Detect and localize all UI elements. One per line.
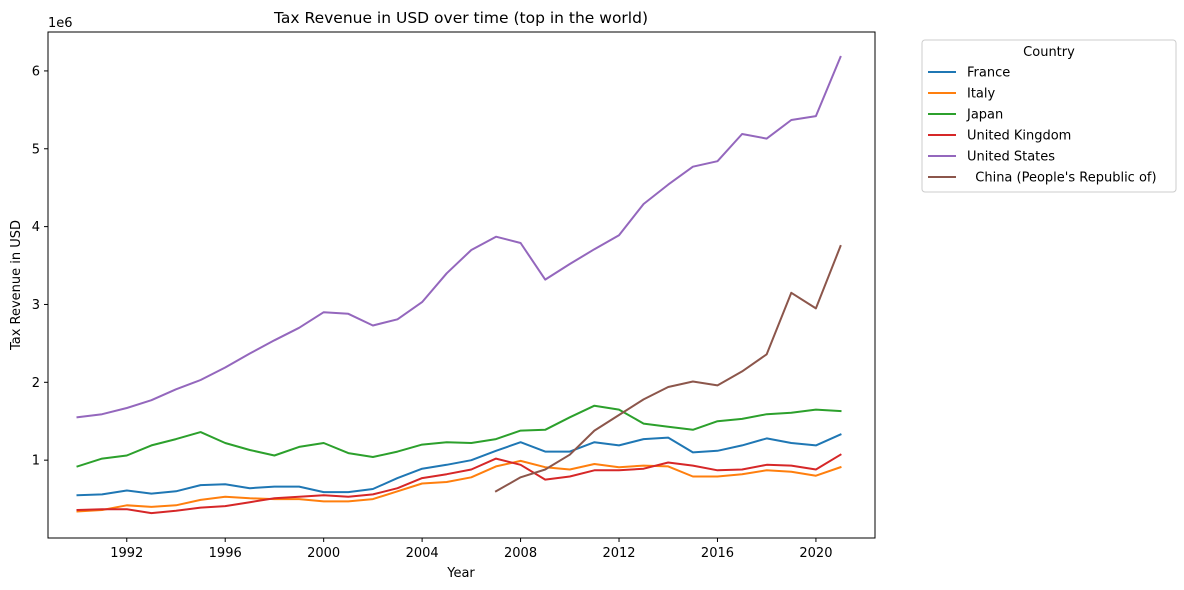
x-axis: 1992 1996 2000 2004 2008 2012 2016 2020 — [110, 538, 832, 561]
legend-label: France — [967, 66, 1010, 81]
chart-title: Tax Revenue in USD over time (top in the… — [273, 9, 648, 27]
series-line-france — [76, 433, 842, 497]
y-axis-label: Tax Revenue in USD — [9, 220, 24, 351]
series-line-italy — [76, 459, 842, 513]
series-lines — [76, 55, 842, 515]
y-axis-offset-label: 1e6 — [48, 16, 73, 31]
x-tick-label: 1996 — [209, 546, 242, 561]
series-line-china-people-s-republic-of — [494, 244, 842, 493]
legend-label: Japan — [966, 108, 1003, 123]
legend-title: Country — [1023, 45, 1075, 60]
legend-label: United States — [967, 150, 1055, 165]
x-tick-label: 2008 — [504, 546, 537, 561]
x-tick-label: 1992 — [110, 546, 143, 561]
legend-label: China (People's Republic of) — [967, 171, 1157, 186]
x-tick-label: 2004 — [406, 546, 439, 561]
plot-area — [47, 31, 876, 539]
y-axis: 1 2 3 4 5 6 — [32, 64, 48, 469]
y-tick-label: 4 — [32, 220, 40, 235]
y-tick-label: 1 — [32, 454, 40, 469]
x-tick-label: 2000 — [307, 546, 340, 561]
y-tick-label: 3 — [32, 298, 40, 313]
legend-label: United Kingdom — [967, 129, 1071, 144]
y-tick-label: 5 — [32, 142, 40, 157]
y-tick-label: 6 — [32, 64, 40, 79]
x-axis-label: Year — [446, 566, 475, 581]
x-tick-label: 2020 — [799, 546, 832, 561]
series-line-japan — [76, 404, 842, 468]
x-tick-label: 2016 — [701, 546, 734, 561]
legend-entries: France Italy Japan United Kingdom United Sta… — [928, 66, 1157, 186]
legend-label: Italy — [967, 87, 996, 102]
y-tick-label: 2 — [32, 376, 40, 391]
x-tick-label: 2012 — [602, 546, 635, 561]
series-line-united-kingdom — [76, 453, 842, 515]
series-line-united-states — [76, 55, 842, 419]
legend: Country France Italy Japan United Kingdom Un… — [921, 39, 1177, 193]
legend-frame — [921, 39, 1177, 193]
